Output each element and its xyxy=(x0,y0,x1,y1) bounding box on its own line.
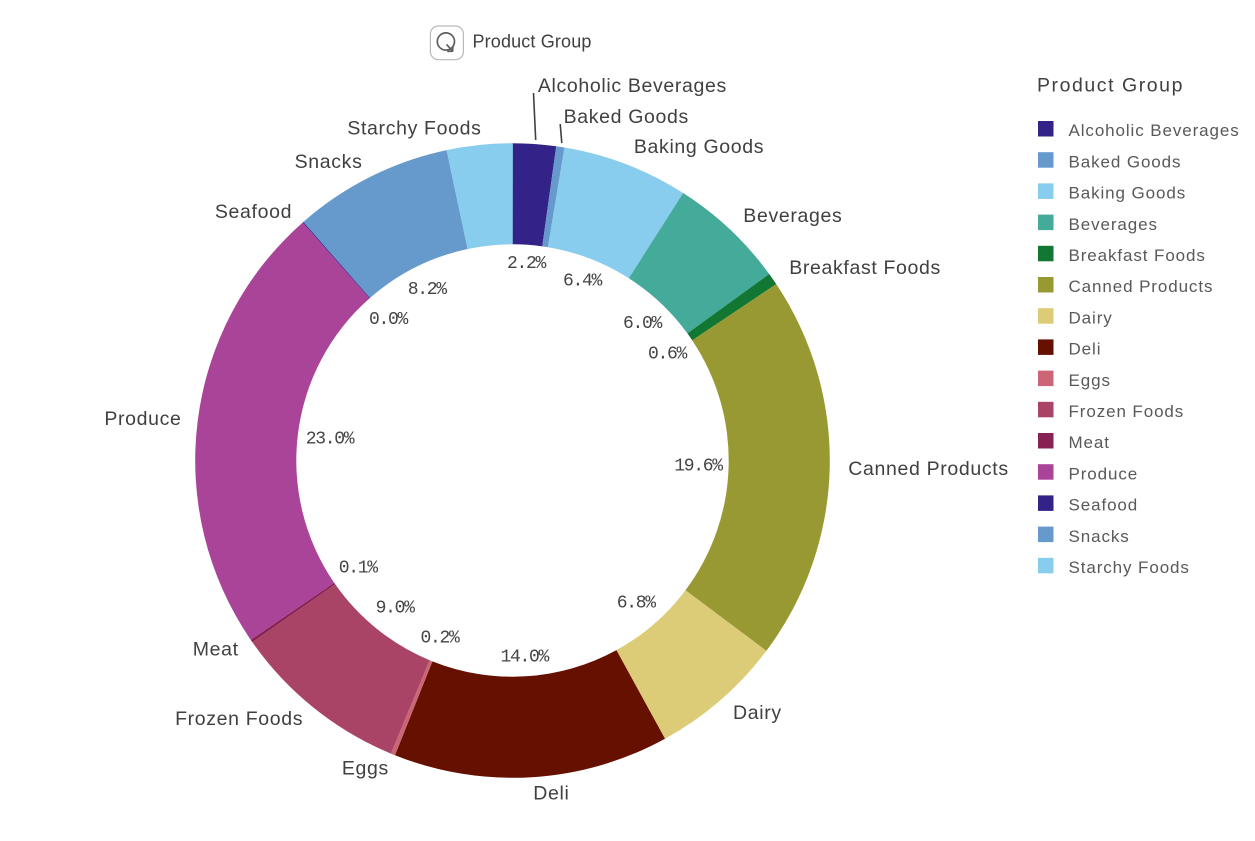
svg-text:Starchy Foods: Starchy Foods xyxy=(347,117,481,139)
svg-text:Produce: Produce xyxy=(1069,464,1139,483)
svg-text:Meat: Meat xyxy=(1069,433,1110,452)
svg-text:Alcoholic Beverages: Alcoholic Beverages xyxy=(538,75,727,97)
svg-text:Produce: Produce xyxy=(104,408,181,430)
svg-text:Seafood: Seafood xyxy=(1069,496,1139,515)
svg-text:Deli: Deli xyxy=(1069,340,1102,359)
svg-text:Breakfast Foods: Breakfast Foods xyxy=(1069,246,1206,265)
svg-text:Eggs: Eggs xyxy=(342,758,389,780)
svg-text:Product Group: Product Group xyxy=(1037,75,1184,97)
svg-text:Meat: Meat xyxy=(193,639,239,661)
svg-text:Frozen Foods: Frozen Foods xyxy=(175,708,303,730)
svg-text:14.0%: 14.0% xyxy=(500,648,549,668)
svg-text:Frozen Foods: Frozen Foods xyxy=(1069,402,1185,421)
svg-text:0.6%: 0.6% xyxy=(648,345,688,365)
svg-text:6.4%: 6.4% xyxy=(563,272,603,292)
svg-text:Eggs: Eggs xyxy=(1069,371,1111,390)
svg-text:Canned Products: Canned Products xyxy=(1069,277,1214,296)
svg-text:Breakfast Foods: Breakfast Foods xyxy=(789,257,941,279)
svg-text:Dairy: Dairy xyxy=(733,702,782,724)
svg-text:6.0%: 6.0% xyxy=(623,314,663,334)
svg-text:Baking Goods: Baking Goods xyxy=(634,136,764,158)
svg-text:Snacks: Snacks xyxy=(295,151,363,173)
svg-text:Dairy: Dairy xyxy=(1069,308,1113,327)
svg-text:Baked Goods: Baked Goods xyxy=(564,106,689,128)
svg-text:Canned Products: Canned Products xyxy=(848,458,1008,480)
svg-text:Product Group: Product Group xyxy=(473,31,592,51)
svg-text:Snacks: Snacks xyxy=(1069,527,1130,546)
svg-text:Alcoholic Beverages: Alcoholic Beverages xyxy=(1069,121,1240,140)
svg-text:6.8%: 6.8% xyxy=(617,594,657,614)
svg-text:23.0%: 23.0% xyxy=(306,430,355,450)
svg-text:0.1%: 0.1% xyxy=(339,559,379,579)
svg-text:Deli: Deli xyxy=(533,782,569,804)
svg-text:Starchy Foods: Starchy Foods xyxy=(1069,558,1190,577)
svg-text:19.6%: 19.6% xyxy=(674,457,723,477)
svg-text:Seafood: Seafood xyxy=(215,201,292,223)
svg-text:9.0%: 9.0% xyxy=(376,599,416,619)
svg-text:2.2%: 2.2% xyxy=(507,254,547,274)
svg-text:Beverages: Beverages xyxy=(743,205,842,227)
svg-text:Baked Goods: Baked Goods xyxy=(1069,152,1182,171)
svg-text:8.2%: 8.2% xyxy=(408,280,448,300)
svg-text:Beverages: Beverages xyxy=(1069,215,1158,234)
svg-text:Baking Goods: Baking Goods xyxy=(1069,184,1187,203)
svg-text:0.0%: 0.0% xyxy=(369,310,409,330)
svg-text:0.2%: 0.2% xyxy=(420,628,460,648)
